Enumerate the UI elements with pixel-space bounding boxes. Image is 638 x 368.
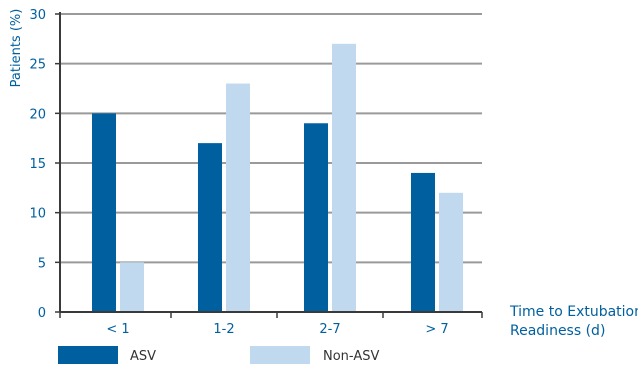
- x-tick-label: 1-2: [213, 322, 234, 337]
- y-tick-label: 15: [29, 157, 46, 172]
- y-tick-label: 10: [29, 207, 46, 222]
- bar-asv: [198, 143, 222, 312]
- y-tick-label: 20: [29, 107, 46, 122]
- y-tick-label: 5: [38, 256, 46, 271]
- label-layer: 0 5 10 15 20 25 30 < 1 1-2 2-7 > 7 Patients (%) Time…: [9, 8, 638, 339]
- x-tick-label: < 1: [106, 322, 129, 337]
- legend-swatch-asv: [58, 346, 118, 364]
- bar-non-asv: [120, 262, 144, 312]
- y-tick-label: 30: [29, 8, 46, 23]
- legend-swatch-non-asv: [250, 346, 310, 364]
- y-tick-label: 0: [38, 306, 46, 321]
- bar-asv: [92, 113, 116, 312]
- bar-asv: [304, 123, 328, 313]
- x-tick-label: > 7: [425, 322, 448, 337]
- bar-non-asv: [226, 83, 250, 313]
- x-axis-title-line-1: Time to Extubation: [509, 304, 638, 320]
- x-tick-label: 2-7: [319, 322, 340, 337]
- y-tick-label: 25: [29, 58, 46, 73]
- bar-asv: [411, 172, 435, 312]
- x-axis-title-line-2: Readiness (d): [510, 323, 605, 339]
- axis-layer: [55, 12, 483, 318]
- legend-label-non-asv: Non-ASV: [323, 349, 379, 364]
- legend: ASV Non-ASV: [58, 346, 379, 364]
- y-axis-title: Patients (%): [9, 9, 24, 88]
- bar-non-asv: [332, 43, 356, 313]
- bar-non-asv: [439, 192, 463, 312]
- legend-label-asv: ASV: [130, 349, 156, 364]
- bar-layer: [92, 43, 463, 313]
